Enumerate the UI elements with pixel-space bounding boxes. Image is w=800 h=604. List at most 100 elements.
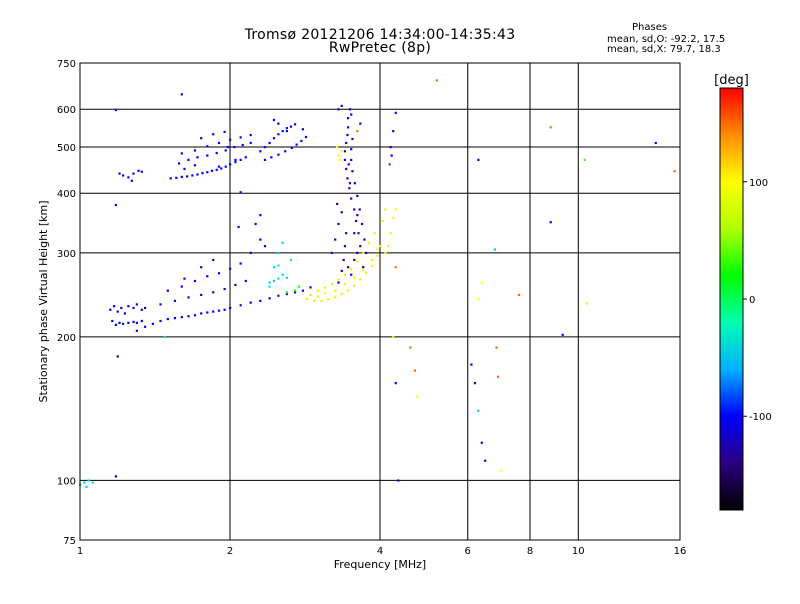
- scatter-point: [285, 292, 288, 296]
- scatter-point: [200, 266, 203, 269]
- scatter-point: [234, 283, 237, 287]
- scatter-point: [373, 232, 376, 235]
- scatter-point: [212, 310, 215, 313]
- scatter-point: [191, 174, 194, 177]
- chart-title: Tromsø 20121206 14:34:00-14:35:43: [244, 27, 516, 43]
- scatter-point: [289, 125, 293, 128]
- scatter-point: [277, 153, 280, 156]
- scatter-point: [381, 219, 384, 223]
- colorbar-ticks: 100 0 -100: [743, 178, 772, 423]
- scatter-point: [175, 176, 178, 179]
- scatter-point: [334, 296, 337, 299]
- scatter-point: [272, 137, 276, 140]
- scatter-point: [493, 248, 497, 251]
- scatter-point: [353, 182, 356, 185]
- scatter-point: [180, 316, 183, 319]
- scatter-point: [249, 141, 252, 145]
- scatter-point: [281, 130, 284, 133]
- scatter-point: [354, 219, 358, 223]
- scatter-point: [166, 317, 169, 321]
- scatter-point: [350, 273, 353, 276]
- scatter-point: [268, 141, 271, 145]
- scatter-point: [85, 485, 88, 488]
- scatter-point: [159, 303, 162, 306]
- scatter-point: [301, 289, 305, 292]
- scatter-point: [337, 154, 340, 157]
- scatter-point: [343, 273, 347, 276]
- scatter-point: [206, 145, 209, 148]
- scatter-point: [390, 154, 393, 157]
- scatter-point: [346, 126, 350, 129]
- scatter-point: [210, 169, 214, 172]
- scatter-point: [360, 222, 364, 226]
- scatter-point: [237, 225, 240, 229]
- scatter-point: [239, 304, 242, 307]
- scatter-point: [268, 297, 271, 300]
- scatter-point: [277, 133, 280, 136]
- scatter-point: [132, 320, 135, 324]
- scatter-point: [229, 138, 232, 141]
- scatter-point: [140, 170, 143, 173]
- scatter-point: [356, 260, 359, 263]
- scatter-point: [268, 281, 271, 284]
- scatter-point: [249, 133, 252, 137]
- scatter-point: [224, 165, 227, 168]
- scatter-point: [549, 126, 552, 129]
- scatter-point: [263, 145, 267, 149]
- scatter-point: [212, 258, 215, 262]
- scatter-point: [585, 302, 588, 305]
- scatter-point: [281, 241, 284, 244]
- scatter-point: [517, 293, 521, 296]
- scatter-point: [277, 264, 280, 267]
- scatter-point: [293, 289, 297, 292]
- scatter-point: [309, 293, 312, 296]
- scatter-point: [337, 281, 340, 284]
- scatter-point: [239, 262, 242, 265]
- scatter-point: [135, 303, 138, 306]
- scatter-point: [549, 221, 552, 224]
- scatter-point: [348, 182, 352, 185]
- scatter-point: [186, 175, 189, 178]
- x-tick-label: 4: [377, 546, 383, 557]
- scatter-point: [351, 170, 354, 173]
- scatter-point: [223, 308, 226, 311]
- scatter-point: [132, 306, 135, 310]
- scatter-point: [358, 208, 361, 211]
- scatter-point: [259, 150, 262, 153]
- scatter-point: [233, 145, 236, 149]
- scatter-point: [159, 319, 162, 323]
- scatter-point: [301, 128, 305, 131]
- scatter-point: [137, 169, 140, 172]
- scatter-point: [654, 141, 657, 145]
- scatter-point: [394, 111, 397, 114]
- scatter-point: [200, 293, 203, 296]
- scatter-point: [217, 272, 221, 275]
- scatter-point: [356, 130, 359, 133]
- y-tick-label: 500: [57, 143, 76, 154]
- scatter-point: [83, 481, 86, 484]
- scatter-point: [376, 254, 379, 257]
- scatter-point: [477, 298, 480, 301]
- scatter-point: [193, 314, 197, 317]
- scatter-point: [114, 203, 118, 207]
- scatter-point: [477, 158, 480, 162]
- scatter-point: [350, 197, 353, 200]
- x-tick-label: 2: [227, 546, 233, 557]
- scatter-point: [215, 168, 218, 171]
- chart-subtitle: RwPretec (8p): [328, 40, 432, 56]
- scatter-point: [362, 269, 365, 272]
- scatter-point: [392, 130, 395, 133]
- scatter-point: [340, 269, 343, 273]
- x-tick-label: 10: [572, 546, 585, 557]
- scatter-point: [392, 335, 395, 339]
- scatter-point: [397, 479, 400, 482]
- scatter-points: [79, 79, 676, 488]
- x-tick-label: 6: [465, 546, 471, 557]
- scatter-point: [342, 258, 345, 262]
- scatter-point: [239, 191, 242, 194]
- scatter-point: [323, 286, 327, 289]
- scatter-point: [116, 355, 119, 358]
- scatter-point: [356, 251, 359, 255]
